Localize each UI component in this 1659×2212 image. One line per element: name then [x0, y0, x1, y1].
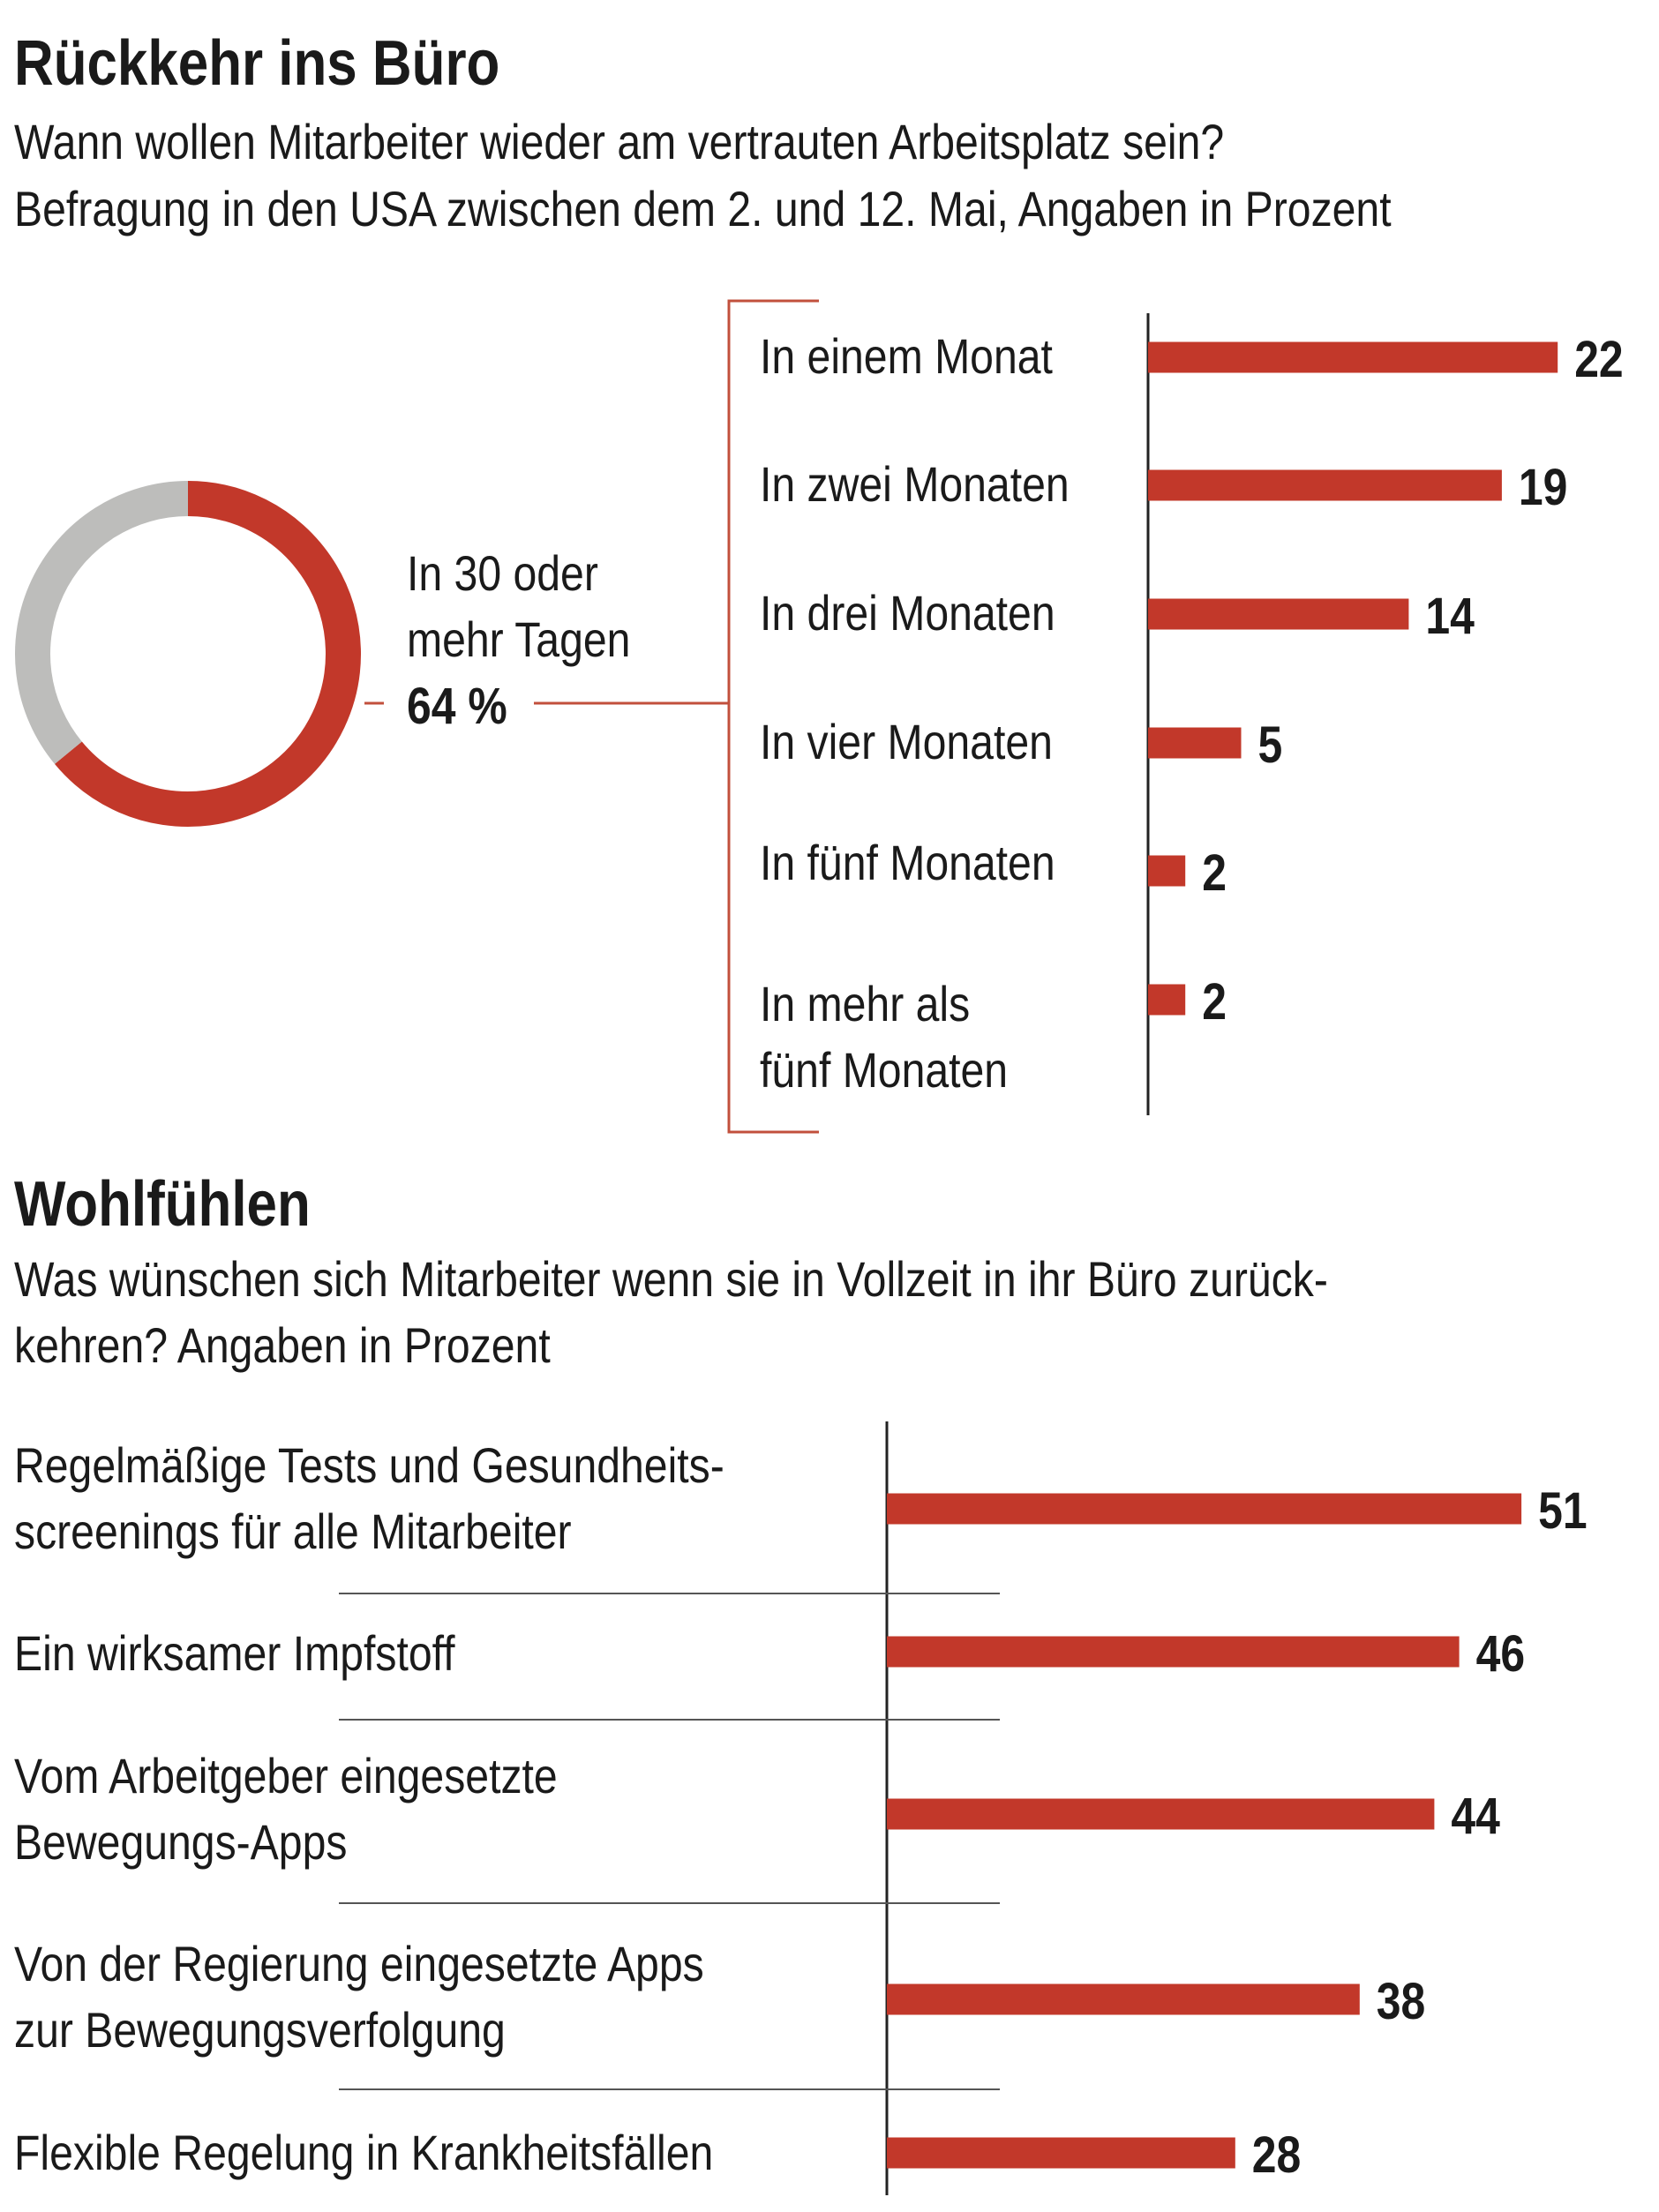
bar	[887, 1798, 1435, 1830]
bar-value-label: 22	[1574, 332, 1623, 388]
bar-value-label: 44	[1451, 1788, 1499, 1845]
bar	[887, 2137, 1235, 2169]
bar	[1148, 598, 1409, 630]
section2-title: Wohlfühlen	[14, 1169, 311, 1240]
category-label: Flexible Regelung in Krankheitsfällen	[14, 2126, 713, 2181]
bar-value-label: 46	[1476, 1626, 1525, 1683]
bar	[887, 1636, 1460, 1668]
category-label: In zwei Monaten	[760, 458, 1070, 513]
donut-chart	[15, 481, 361, 827]
category-label: In vier Monaten	[760, 716, 1053, 770]
category-label: Von der Regierung eingesetzte Apps	[14, 1938, 704, 1992]
bar	[1148, 341, 1558, 373]
bar-value-label: 14	[1425, 589, 1474, 645]
section2-subtitle-line2: kehren? Angaben in Prozent	[14, 1319, 551, 1374]
category-label: fünf Monaten	[760, 1044, 1008, 1099]
section1-subtitle-line2: Befragung in den USA zwischen dem 2. und…	[14, 183, 1392, 237]
category-label: In fünf Monaten	[760, 836, 1055, 891]
category-label: screenings für alle Mitarbeiter	[14, 1505, 572, 1560]
bar-value-label: 28	[1252, 2127, 1301, 2184]
bar-value-label: 51	[1538, 1483, 1587, 1540]
donut-value: 64 %	[407, 679, 507, 735]
category-label: Ein wirksamer Impfstoff	[14, 1627, 455, 1682]
bar	[1148, 727, 1242, 759]
donut-slice-main	[55, 481, 361, 827]
bar	[1148, 469, 1502, 501]
section2-subtitle-line1: Was wünschen sich Mitarbeiter wenn sie i…	[14, 1253, 1328, 1308]
category-label: Vom Arbeitgeber eingesetzte	[14, 1750, 558, 1804]
category-label: Regelmäßige Tests und Gesundheits-	[14, 1439, 724, 1494]
donut-label-line1: In 30 oder	[407, 547, 598, 602]
section1-subtitle-line1: Wann wollen Mitarbeiter wieder am vertra…	[14, 116, 1224, 170]
section1-title: Rückkehr ins Büro	[14, 28, 499, 99]
bar	[887, 1493, 1522, 1525]
bar-value-label: 2	[1202, 974, 1227, 1031]
bar-value-label: 38	[1377, 1974, 1425, 2030]
bar-value-label: 19	[1519, 460, 1567, 516]
donut-label-line2: mehr Tagen	[407, 613, 630, 668]
donut-slice-rest	[15, 481, 189, 764]
bar-value-label: 5	[1258, 717, 1283, 774]
bar	[887, 1983, 1360, 2015]
bracket-line	[727, 299, 819, 1134]
bracket-connector	[364, 299, 819, 1134]
category-label: Bewegungs-Apps	[14, 1816, 347, 1871]
category-label: In mehr als	[760, 978, 970, 1032]
wellbeing-bar-chart: 51 Regelmäßige Tests und Gesundheits-scre…	[14, 1421, 1588, 2195]
category-label: In drei Monaten	[760, 587, 1055, 641]
bar	[1148, 984, 1186, 1016]
category-label: zur Bewegungsverfolgung	[14, 2004, 506, 2058]
bar-value-label: 2	[1202, 845, 1227, 902]
category-label: In einem Monat	[760, 330, 1053, 385]
bar	[1148, 855, 1186, 887]
